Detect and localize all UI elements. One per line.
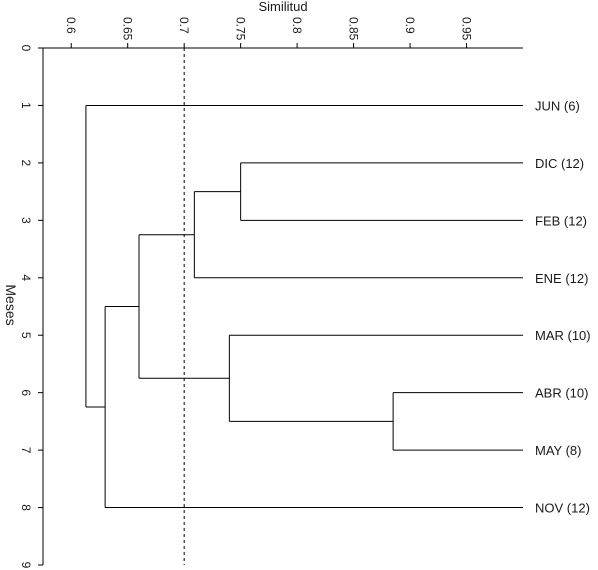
leaf-label: ENE (12) [535, 271, 588, 286]
dendrogram-links [85, 104, 523, 509]
x-tick-label: 0.95 [460, 17, 474, 41]
x-tick-label: 0.6 [64, 17, 78, 34]
x-tick-label: 0.9 [403, 17, 417, 34]
y-ticks: 0 1 2 3 4 5 6 7 8 9 [19, 45, 43, 569]
y-tick-label: 2 [19, 160, 33, 167]
y-tick-label: 1 [19, 102, 33, 109]
x-tick-label: 0.65 [121, 17, 135, 41]
leaf-label: JUN (6) [535, 98, 580, 113]
leaf-label: NOV (12) [535, 501, 590, 516]
leaf-label: DIC (12) [535, 156, 584, 171]
x-axis-title: Similitud [258, 0, 307, 14]
x-tick-label: 0.7 [177, 17, 191, 34]
y-tick-label: 0 [19, 45, 33, 52]
leaf-label: ABR (10) [535, 386, 588, 401]
y-tick-label: 9 [19, 562, 33, 569]
leaf-label: FEB (12) [535, 213, 587, 228]
x-tick-label: 0.75 [234, 17, 248, 41]
y-tick-label: 6 [19, 389, 33, 396]
leaf-label: MAY (8) [535, 443, 581, 458]
y-tick-label: 5 [19, 332, 33, 339]
y-tick-label: 4 [19, 274, 33, 281]
y-axis-title: Meses [3, 284, 19, 325]
y-tick-label: 7 [19, 447, 33, 454]
y-tick-label: 8 [19, 504, 33, 511]
axes: Similitud Meses [3, 0, 523, 565]
x-tick-label: 0.85 [347, 17, 361, 41]
x-ticks: 0.6 0.65 0.7 0.75 0.8 0.85 0.9 0.95 [64, 17, 474, 48]
y-tick-label: 3 [19, 217, 33, 224]
leaf-labels: JUN (6) DIC (12) FEB (12) ENE (12) MAR (10) A… [535, 98, 591, 515]
leaf-label: MAR (10) [535, 328, 591, 343]
x-tick-label: 0.8 [290, 17, 304, 34]
